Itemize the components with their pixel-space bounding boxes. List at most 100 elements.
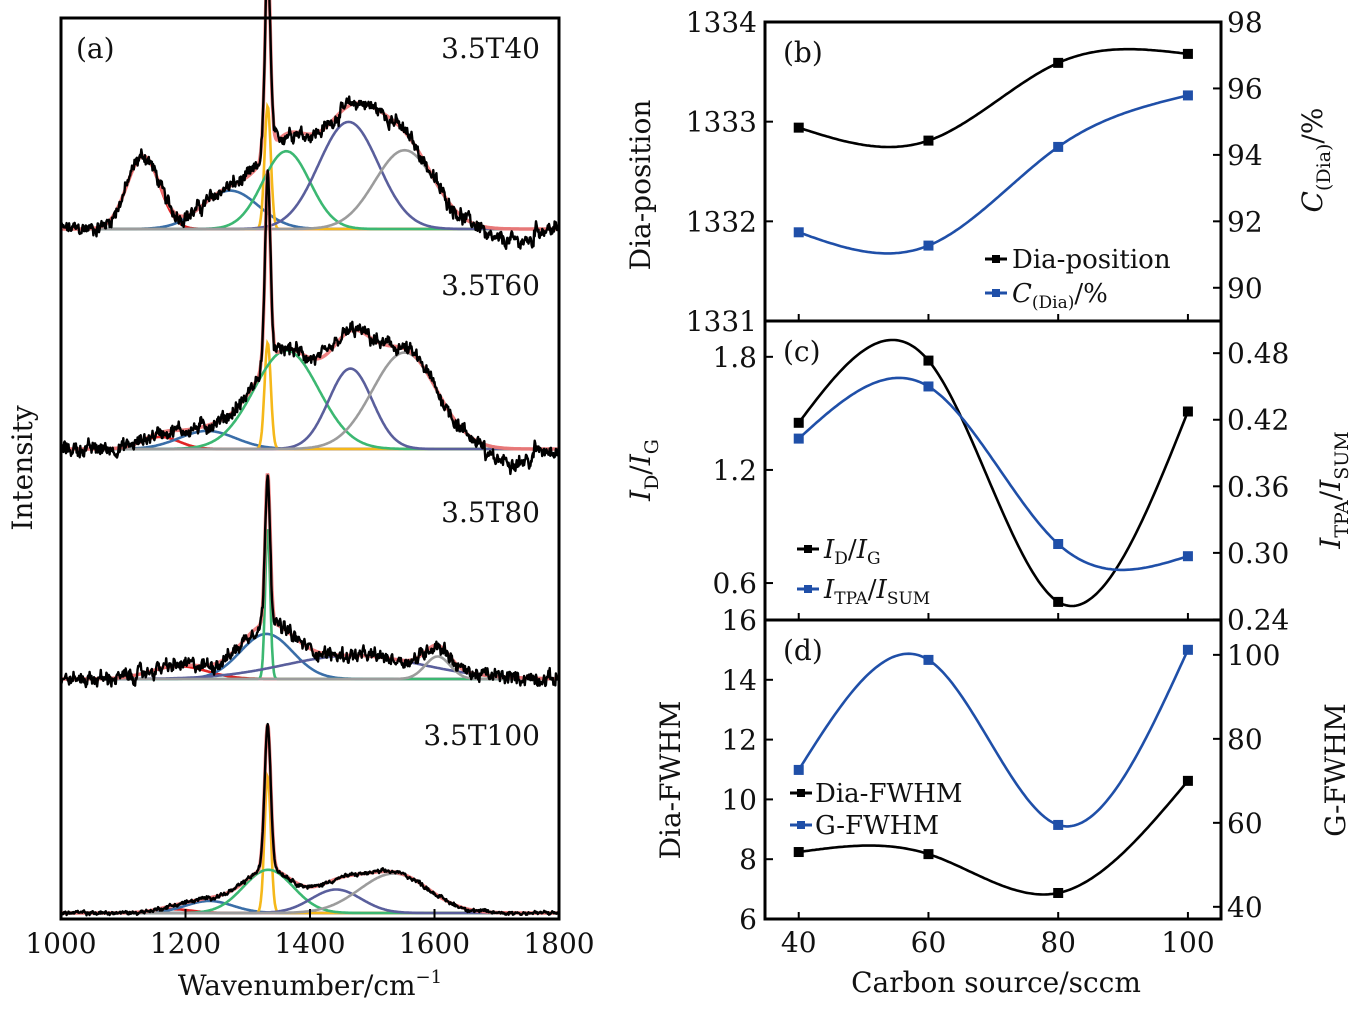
right-y-tick-label: 40 (1227, 891, 1263, 924)
panel-label-a: (a) (76, 32, 115, 65)
data-point-gfwhm (923, 654, 934, 665)
left-y-tick-label: 1.2 (712, 454, 757, 487)
data-point-itpaisum (1053, 539, 1064, 550)
panel-b-dia-position: 1331 1332 1333 1334 90 92 94 96 98 (b) Dia-positio… (624, 6, 1335, 338)
legend-label-c-dia: C(Dia)/% (1012, 279, 1108, 313)
series-line-diaposition (798, 47, 1189, 149)
legend-main: I (823, 535, 835, 565)
right-axis-title-c-dia: C(Dia)/% (1296, 108, 1335, 213)
axis-title-main: I (624, 489, 657, 502)
right-y-tick-label: 0.30 (1227, 537, 1289, 570)
axis-title-tail: /% (1296, 108, 1329, 144)
sample-label: 3.5T100 (423, 719, 540, 752)
axis-title-sub2: G (641, 439, 663, 454)
x-axis-title-superscript: −1 (416, 967, 443, 988)
fit-component-green (61, 528, 559, 681)
legend-marker (804, 585, 812, 593)
x-axis-title-text: Wavenumber/cm (178, 969, 416, 1002)
data-point-diaposition (923, 135, 934, 146)
left-y-tick-label: 1334 (686, 6, 757, 39)
legend-label-0: ID/IG (823, 535, 881, 569)
right-axis-title-g-fwhm: G-FWHM (1319, 703, 1352, 837)
legend-sub: D (834, 549, 848, 569)
sample-label: 3.5T40 (441, 32, 540, 65)
legend-main: C (1012, 279, 1032, 309)
legend-label-dia-fwhm: Dia-FWHM (815, 779, 963, 809)
data-point-diafwhm (1182, 775, 1193, 786)
fit-component-navy (61, 367, 559, 451)
legend-marker (992, 289, 1000, 297)
left-y-tick-label: 12 (721, 724, 757, 757)
x-tick-label: 1000 (25, 927, 96, 960)
right-y-tick-label: 92 (1227, 205, 1263, 238)
axis-title-text: Dia-position (624, 100, 657, 271)
legend-label-dia-position: Dia-position (1012, 245, 1171, 275)
legend-label-g-fwhm: G-FWHM (815, 811, 939, 841)
right-y-tick-label: 0.48 (1227, 337, 1289, 370)
axis-title-slash: / (1314, 490, 1347, 500)
right-axis-title-itpa-isum: ITPA/ISUM (1314, 431, 1353, 549)
right-y-tick-label: 96 (1227, 72, 1263, 105)
legend-sub2: G (867, 549, 881, 569)
legend-main2: I (876, 575, 888, 605)
fit-component-grey (61, 872, 559, 915)
legend-slash: / (868, 575, 877, 605)
data-point-diafwhm (923, 849, 934, 860)
raman-data (59, 0, 561, 250)
left-y-tick-label: 16 (721, 604, 757, 637)
legend-label-1: ITPA/ISUM (823, 575, 930, 609)
legend-sub2: SUM (887, 589, 930, 609)
right-y-tick-label: 0.36 (1227, 470, 1289, 503)
series-line-idig (797, 338, 1190, 608)
data-point-cdia (1053, 141, 1064, 152)
axis-title-sub: TPA (1331, 500, 1353, 538)
data-point-cdia (923, 240, 934, 251)
data-point-idig (923, 355, 934, 366)
raman-data (60, 722, 560, 917)
left-y-tick-label: 8 (739, 843, 757, 876)
spectrum-3.5T40 (59, 0, 561, 250)
right-y-tick-label: 90 (1227, 272, 1263, 305)
data-point-gfwhm (793, 764, 804, 775)
fit-component-yellow (61, 101, 559, 231)
frame-bcd (763, 20, 1223, 921)
fit-component-blue (61, 189, 559, 231)
data-point-diafwhm (793, 847, 804, 858)
x-axis-title-wavenumber: Wavenumber/cm−1 (178, 967, 442, 1002)
series-line-diafwhm (798, 780, 1189, 896)
axis-title-sub2: SUM (1331, 431, 1353, 479)
x-tick-label: 1600 (399, 927, 470, 960)
data-point-diafwhm (1053, 887, 1064, 898)
left-y-tick-label: 10 (721, 783, 757, 816)
axis-title-text: Dia-FWHM (654, 701, 687, 860)
legend-slash: / (848, 535, 857, 565)
data-point-gfwhm (1182, 644, 1193, 655)
right-y-tick-label: 94 (1227, 139, 1263, 172)
spectrum-3.5T60 (59, 169, 561, 476)
fit-component-yellow (61, 771, 559, 915)
panel-label-b: (b) (783, 36, 823, 69)
left-y-tick-label: 1.8 (712, 341, 757, 374)
right-y-tick-label: 80 (1227, 723, 1263, 756)
panel-c-intensity-ratio: 0.61.21.80.240.300.360.420.48(c)ID/IGITP… (624, 335, 1353, 636)
legend-marker (992, 255, 1000, 263)
fit-component-green (61, 868, 559, 915)
axis-title-main: I (1314, 537, 1347, 550)
left-y-tick-label: 1331 (686, 305, 757, 338)
left-y-tick-label: 1332 (686, 205, 757, 238)
left-y-tick-label: 14 (721, 664, 757, 697)
left-y-tick-label: 1333 (686, 106, 757, 139)
series-line-gfwhm (797, 649, 1190, 828)
legend-main: I (823, 575, 835, 605)
data-point-diaposition (1182, 48, 1193, 59)
panel-label-d: (d) (783, 634, 823, 667)
left-y-tick-label: 6 (739, 903, 757, 936)
series-line-itpaisum (797, 376, 1189, 572)
right-y-tick-label: 0.24 (1227, 603, 1289, 636)
data-point-itpaisum (923, 381, 934, 392)
right-y-tick-label: 0.42 (1227, 404, 1289, 437)
sample-label: 3.5T80 (441, 496, 540, 529)
legend-marker (804, 545, 812, 553)
panel-a-frame (59, 16, 561, 921)
